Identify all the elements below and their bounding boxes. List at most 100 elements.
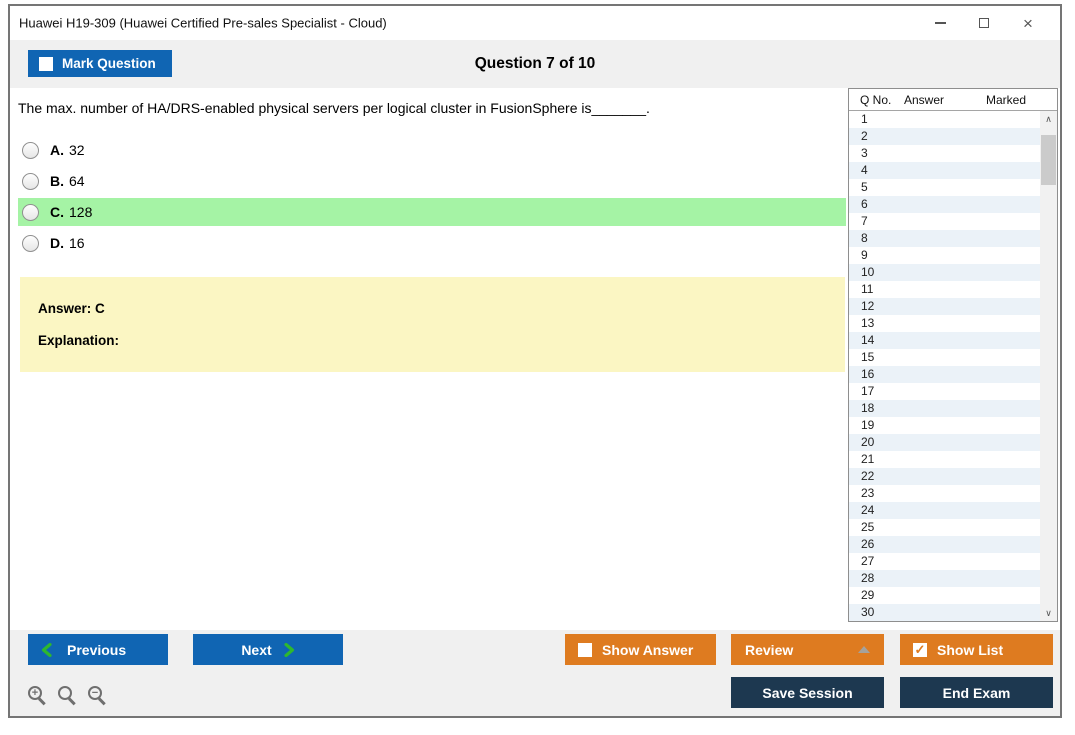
question-list-row[interactable]: 27: [861, 554, 875, 568]
question-list-row[interactable]: 19: [861, 418, 875, 432]
zoom-reset-icon[interactable]: [58, 686, 76, 705]
explanation-label: Explanation:: [38, 333, 120, 348]
option-text: 16: [69, 235, 85, 251]
option-text: 32: [69, 142, 85, 158]
radio-button[interactable]: [22, 172, 39, 190]
question-list-row[interactable]: 6: [849, 196, 1040, 213]
zoom-lens: [58, 686, 72, 700]
option-letter: B.: [50, 173, 64, 189]
question-list-row[interactable]: 16: [849, 366, 1040, 383]
bottom-bar: Previous Next + − Show Answer Review: [10, 630, 1060, 716]
question-list-row[interactable]: 20: [849, 434, 1040, 451]
title-bar: Huawei H19-309 (Huawei Certified Pre-sal…: [10, 6, 1060, 40]
toolbar: Mark Question Question 7 of 10: [10, 40, 1060, 88]
close-button[interactable]: ×: [1006, 6, 1050, 40]
question-list: 1 2 3 4 5 6 7 8 9 10 11 12 13 14 15 16 17 18 19 20 21 22 23 24 2…: [849, 111, 1057, 621]
chevron-right-icon: [284, 642, 295, 657]
minimize-icon: [934, 22, 946, 24]
close-icon: ×: [1023, 13, 1033, 33]
question-list-row[interactable]: 23: [861, 486, 875, 500]
question-list-row[interactable]: 5: [861, 180, 868, 194]
zoom-out-icon[interactable]: −: [88, 686, 106, 705]
question-list-row[interactable]: 14: [849, 332, 1040, 349]
end-exam-button[interactable]: End Exam: [900, 677, 1053, 708]
review-label: Review: [745, 641, 794, 658]
question-list-row[interactable]: 12: [849, 298, 1040, 315]
answer-option-c[interactable]: C. 128: [18, 198, 846, 226]
mark-question-label: Mark Question: [62, 56, 156, 71]
question-list-row[interactable]: 3: [861, 146, 868, 160]
question-area: The max. number of HA/DRS-enabled physic…: [10, 88, 846, 630]
question-list-row[interactable]: 7: [861, 214, 868, 228]
save-session-button[interactable]: Save Session: [731, 677, 884, 708]
question-list-row[interactable]: 21: [861, 452, 875, 466]
answer-option-a[interactable]: A. 32: [18, 136, 846, 164]
question-list-row[interactable]: 1: [861, 112, 868, 126]
mark-question-checkbox[interactable]: [39, 56, 53, 71]
caret-up-icon: [858, 646, 870, 653]
review-button[interactable]: Review: [731, 634, 884, 665]
question-list-row[interactable]: 24: [849, 502, 1040, 519]
question-list-row[interactable]: 10: [849, 264, 1040, 281]
question-list-row[interactable]: 28: [849, 570, 1040, 587]
minimize-button[interactable]: [918, 6, 962, 40]
question-list-row[interactable]: 8: [849, 230, 1040, 247]
show-answer-button[interactable]: Show Answer: [565, 634, 716, 665]
question-list-row[interactable]: 9: [861, 248, 868, 262]
option-letter: A.: [50, 142, 64, 158]
radio-button[interactable]: [22, 141, 39, 159]
scrollbar-thumb[interactable]: [1041, 135, 1056, 185]
next-button[interactable]: Next: [193, 634, 343, 665]
answer-option-d[interactable]: D. 16: [18, 229, 846, 257]
zoom-tools: + −: [28, 686, 106, 705]
answer-label: Answer: C: [38, 301, 105, 316]
save-session-label: Save Session: [762, 684, 853, 701]
zoom-in-icon[interactable]: +: [28, 686, 46, 705]
question-list-scrollbar[interactable]: ∧ ∨: [1040, 111, 1057, 621]
question-list-row[interactable]: 17: [861, 384, 875, 398]
show-list-label: Show List: [937, 641, 1004, 658]
option-letter: C.: [50, 204, 64, 220]
chevron-left-icon: [41, 642, 52, 657]
window-controls: ×: [918, 6, 1050, 40]
check-icon: ✓: [914, 642, 926, 657]
app-window: Huawei H19-309 (Huawei Certified Pre-sal…: [8, 4, 1062, 718]
scroll-down-icon[interactable]: ∨: [1045, 607, 1052, 618]
show-list-button[interactable]: ✓ Show List: [900, 634, 1053, 665]
question-list-row[interactable]: 22: [849, 468, 1040, 485]
show-answer-checkbox[interactable]: [578, 642, 592, 657]
question-list-rows: 1 2 3 4 5 6 7 8 9 10 11 12 13 14 15 16 17 18 19 20 21 22 23 24 2…: [849, 111, 1040, 621]
question-list-row[interactable]: 4: [849, 162, 1040, 179]
radio-button[interactable]: [22, 203, 39, 221]
column-header-qno: Q No.: [860, 92, 892, 107]
column-header-marked: Marked: [986, 92, 1027, 107]
question-list-row[interactable]: 25: [861, 520, 875, 534]
question-list-row[interactable]: 15: [861, 350, 875, 364]
question-list-row[interactable]: 2: [849, 128, 1040, 145]
radio-button[interactable]: [22, 234, 39, 252]
question-list-row[interactable]: 26: [849, 536, 1040, 553]
column-header-answer: Answer: [904, 92, 945, 107]
end-exam-label: End Exam: [942, 684, 1011, 701]
maximize-icon: [979, 18, 989, 28]
maximize-button[interactable]: [962, 6, 1006, 40]
mark-question-button[interactable]: Mark Question: [28, 50, 172, 77]
question-counter: Question 7 of 10: [474, 55, 596, 72]
window-title: Huawei H19-309 (Huawei Certified Pre-sal…: [19, 15, 387, 31]
scroll-up-icon[interactable]: ∧: [1045, 113, 1052, 124]
question-list-panel: Q No. Answer Marked 1 2 3 4 5 6 7 8 9 10 11 12 13 14 1…: [848, 88, 1058, 622]
question-list-row[interactable]: 30: [849, 604, 1040, 621]
option-text: 64: [69, 173, 85, 189]
next-label: Next: [241, 641, 272, 658]
question-list-header: Q No. Answer Marked: [849, 89, 1057, 111]
question-list-row[interactable]: 11: [861, 282, 874, 296]
question-list-row[interactable]: 13: [861, 316, 875, 330]
question-list-row[interactable]: 18: [849, 400, 1040, 417]
show-list-checkbox[interactable]: ✓: [913, 642, 927, 657]
answer-explanation-box: Answer: C Explanation:: [20, 277, 845, 372]
options-list: A. 32 B. 64 C. 128 D. 16: [18, 136, 846, 260]
previous-button[interactable]: Previous: [28, 634, 168, 665]
answer-option-b[interactable]: B. 64: [18, 167, 846, 195]
previous-label: Previous: [67, 641, 127, 658]
question-list-row[interactable]: 29: [861, 588, 875, 602]
